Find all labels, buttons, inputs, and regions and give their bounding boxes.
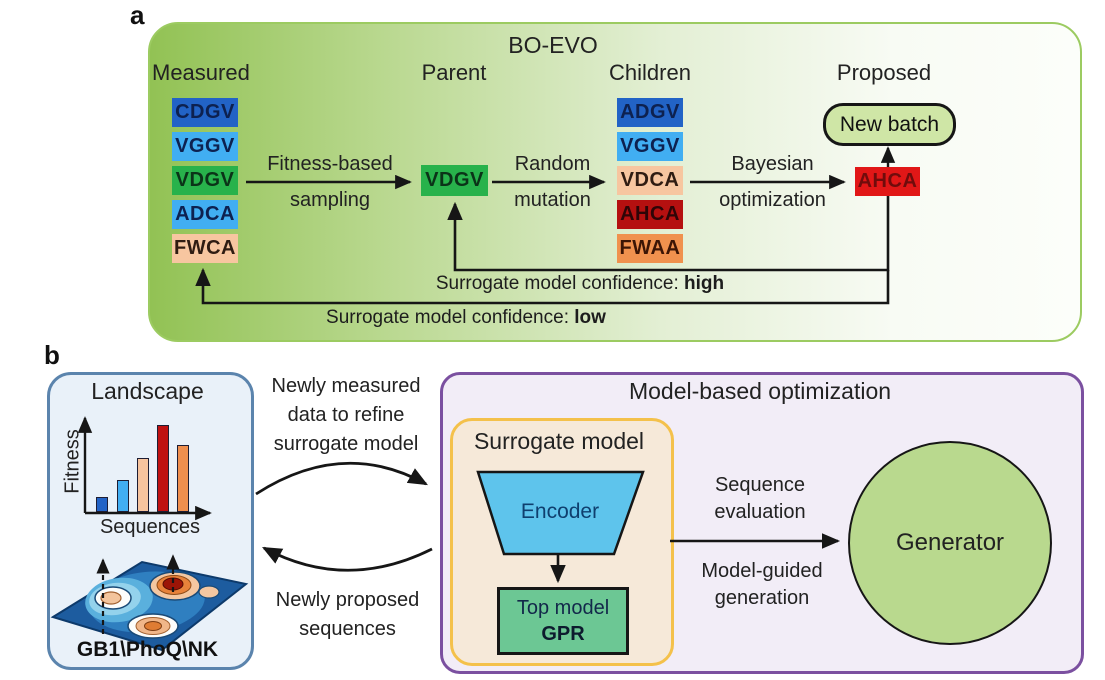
fitness-bar-4 bbox=[177, 445, 189, 512]
mutation-arrow-label: Random mutation bbox=[480, 151, 625, 213]
top-model-box: Top model GPR bbox=[497, 587, 629, 655]
fitness-bar-1 bbox=[117, 480, 129, 512]
measured-stack: CDGV VGGV VDGV ADCA FWCA bbox=[172, 98, 238, 263]
mutation-label-line2: mutation bbox=[514, 189, 591, 211]
evaluation-line1: Sequence bbox=[714, 474, 806, 496]
generation-line2: generation bbox=[714, 587, 810, 609]
to-model-line1: Newly measured bbox=[271, 375, 421, 397]
fitness-bar-2 bbox=[137, 458, 149, 512]
generator-circle: Generator bbox=[848, 441, 1052, 645]
confidence-high-value: high bbox=[684, 273, 725, 294]
sampling-arrow-label: Fitness-based sampling bbox=[245, 151, 415, 213]
fitness-axis-label: Fitness bbox=[61, 429, 84, 494]
sequence-box-measured: VGGV bbox=[172, 132, 238, 161]
bayesian-label-line1: Bayesian bbox=[731, 153, 814, 175]
proposed-header: Proposed bbox=[836, 60, 932, 85]
children-stack: ADGV VGGV VDCA AHCA FWAA bbox=[617, 98, 683, 263]
to-landscape-line1: Newly proposed bbox=[275, 589, 420, 611]
fitness-bar-3 bbox=[157, 425, 169, 512]
dataset-label: GB1\PhoQ\NK bbox=[76, 638, 219, 661]
evaluation-line2: evaluation bbox=[714, 501, 806, 523]
to-landscape-label: Newly proposed sequences bbox=[255, 586, 440, 644]
proposed-sequence-box: AHCA bbox=[855, 167, 920, 196]
sequence-box-measured: CDGV bbox=[172, 98, 238, 127]
confidence-low-label: Surrogate model confidence: low bbox=[316, 307, 616, 329]
confidence-high-label: Surrogate model confidence: high bbox=[430, 273, 730, 295]
to-landscape-line2: sequences bbox=[299, 618, 396, 640]
sampling-label-line1: Fitness-based bbox=[267, 153, 393, 175]
sequence-box-measured: VDGV bbox=[172, 166, 238, 195]
parent-sequence-box: VDGV bbox=[421, 165, 488, 196]
sequence-box-measured: FWCA bbox=[172, 234, 238, 263]
sequence-box-child: ADGV bbox=[617, 98, 683, 127]
bo-evo-title: BO-EVO bbox=[508, 32, 598, 58]
confidence-high-prefix: Surrogate model confidence: bbox=[435, 273, 685, 294]
confidence-low-value: low bbox=[574, 307, 606, 328]
measured-header: Measured bbox=[152, 60, 250, 85]
sequence-box-measured: ADCA bbox=[172, 200, 238, 229]
bayesian-label-line2: optimization bbox=[719, 189, 826, 211]
top-model-gpr: GPR bbox=[541, 623, 585, 645]
confidence-low-prefix: Surrogate model confidence: bbox=[326, 307, 575, 328]
to-landscape-curve-arrow bbox=[262, 546, 433, 572]
sequence-box-child: FWAA bbox=[617, 234, 683, 263]
new-batch-pill: New batch bbox=[823, 103, 956, 146]
to-model-line3: surrogate model bbox=[273, 433, 419, 455]
bayesian-arrow-label: Bayesian optimization bbox=[695, 151, 850, 213]
generation-line1: Model-guided bbox=[701, 560, 823, 582]
landscape-title: Landscape bbox=[91, 378, 204, 404]
sequence-box-child: VGGV bbox=[617, 132, 683, 161]
parent-header: Parent bbox=[421, 60, 487, 85]
mutation-label-line1: Random bbox=[514, 153, 591, 175]
panel-a-label: a bbox=[130, 0, 145, 30]
fitness-bar-0 bbox=[96, 497, 108, 512]
encoder-label: Encoder bbox=[520, 500, 600, 523]
sequences-axis-label: Sequences bbox=[99, 516, 201, 538]
surrogate-title: Surrogate model bbox=[473, 428, 645, 454]
to-model-curve-arrow bbox=[255, 461, 428, 496]
sampling-label-line2: sampling bbox=[289, 189, 371, 211]
model-guided-generation-label: Model-guided generation bbox=[682, 558, 842, 612]
top-model-line1: Top model bbox=[516, 597, 610, 619]
to-model-label: Newly measured data to refine surrogate … bbox=[250, 372, 442, 459]
mbo-title: Model-based optimization bbox=[628, 378, 892, 404]
panel-b-label: b bbox=[44, 340, 60, 370]
to-model-line2: data to refine bbox=[287, 404, 405, 426]
sequence-evaluation-label: Sequence evaluation bbox=[690, 472, 830, 526]
children-header: Children bbox=[609, 60, 691, 85]
sequence-box-child: VDCA bbox=[617, 166, 683, 195]
sequence-box-child: AHCA bbox=[617, 200, 683, 229]
